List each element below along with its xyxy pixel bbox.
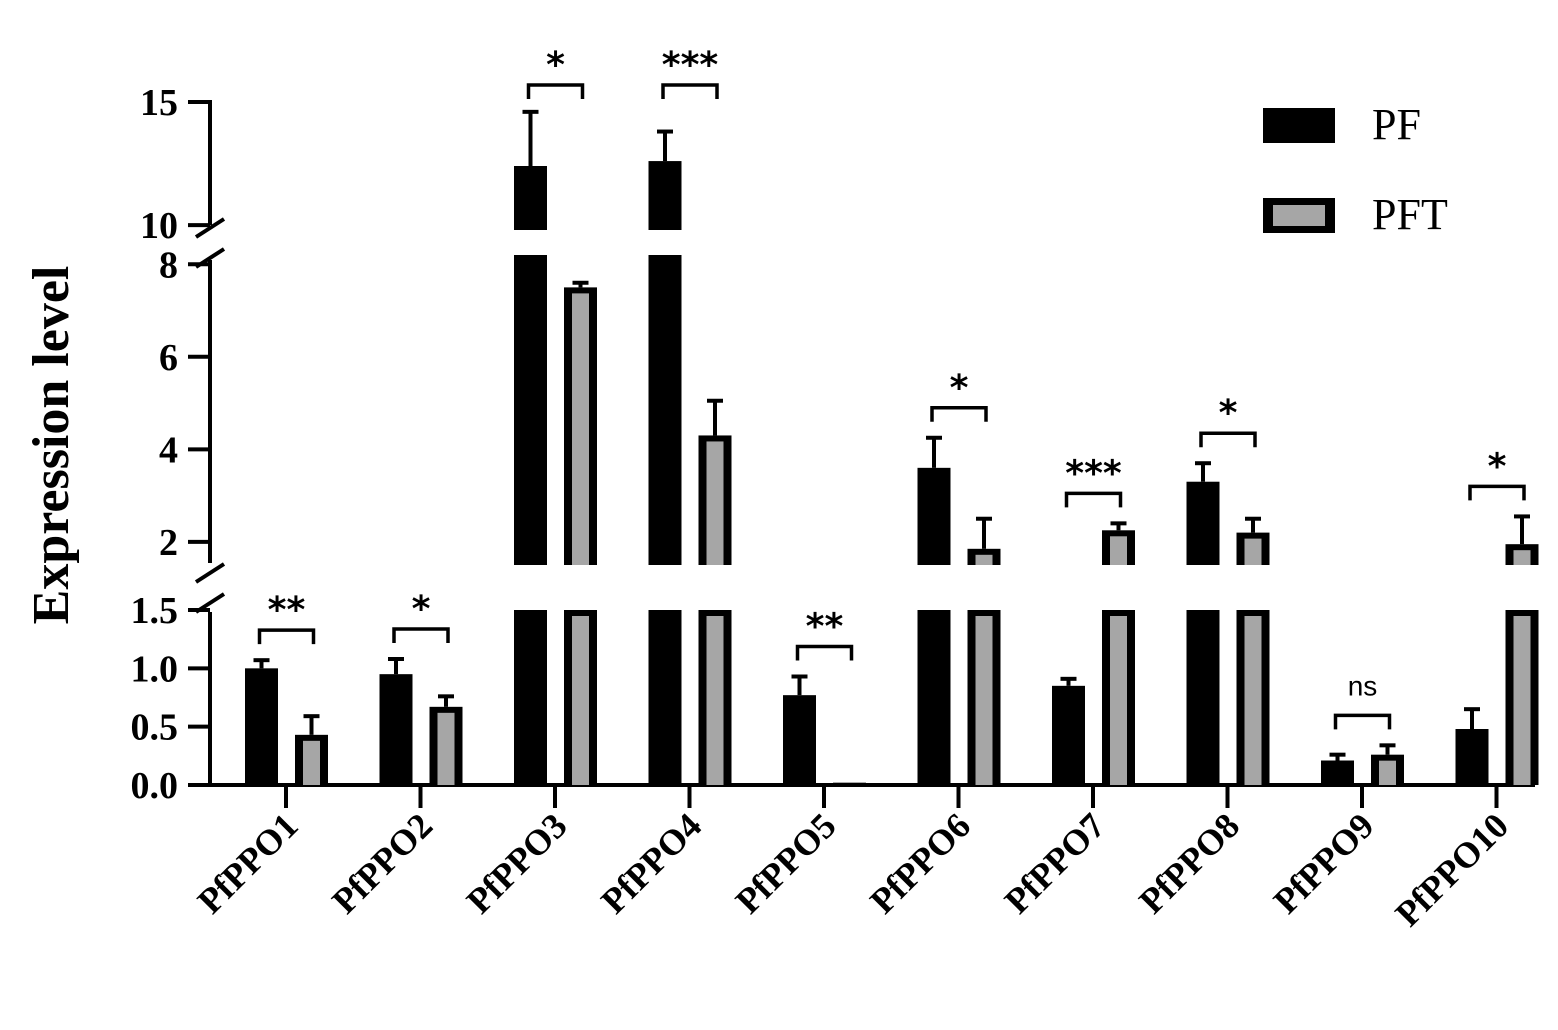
y-tick-label: 15 [140, 82, 178, 124]
bar-pf [1455, 729, 1489, 785]
legend-swatch-fill [1273, 205, 1325, 226]
category-label: PfPPO3 [459, 805, 575, 921]
bar-pf [514, 255, 547, 565]
y-tick-label: 6 [159, 337, 178, 379]
significance-label: * [412, 589, 431, 630]
y-tick-label: 0.0 [131, 765, 179, 807]
y-tick-label: 8 [159, 244, 178, 286]
bar-pft-fill [975, 554, 993, 565]
significance-bracket [1064, 491, 1123, 508]
bar-pf [1186, 481, 1220, 565]
bar-pft-fill [1379, 760, 1396, 785]
significance-bracket [1468, 484, 1526, 501]
bar-pft-fill [975, 616, 993, 785]
significance-label: * [1219, 393, 1238, 434]
significance-bracket [392, 627, 450, 643]
category-label: PfPPO1 [190, 805, 306, 921]
bar-pf [917, 610, 951, 785]
y-tick-label: 2 [159, 522, 178, 564]
significance-annotations: ** ** **********ns* [257, 45, 1526, 730]
bar-pf [1186, 610, 1220, 785]
bar-pf [648, 610, 682, 785]
error-bars [253, 109, 1530, 761]
bar-pft-fill [1513, 616, 1531, 785]
category-label: PfPPO5 [728, 805, 844, 921]
bar-pf [648, 255, 682, 565]
axis-break-mark-upper [194, 217, 226, 239]
bar-pft-fill [706, 616, 724, 785]
significance-label: * [546, 45, 565, 86]
bar-pft-fill [1110, 536, 1127, 565]
bar-pf [1321, 760, 1354, 785]
bar-pf [783, 695, 816, 785]
bar-pft-fill [1513, 550, 1531, 565]
bar-pft-fill [572, 616, 589, 785]
significance-label: * [1488, 446, 1507, 487]
significance-bracket [795, 644, 854, 661]
significance-bracket [661, 83, 719, 99]
significance-bracket [930, 406, 988, 422]
y-tick-label: 1.5 [131, 590, 179, 632]
bar-pf [917, 467, 951, 565]
significance-label: *** [1065, 453, 1122, 494]
bar-pft-fill [437, 712, 455, 785]
category-label: PfPPO6 [862, 805, 978, 921]
category-label: PfPPO8 [1131, 805, 1247, 921]
axis-break-mark-lower [194, 562, 226, 584]
significance-label: ** [806, 607, 844, 648]
bar-pft-fill [572, 293, 589, 565]
category-label: PfPPO9 [1266, 805, 1382, 921]
category-label: PfPPO2 [324, 805, 440, 921]
bar-pft-fill [303, 740, 320, 785]
significance-bracket [257, 628, 316, 645]
legend-label-pft: PFT [1372, 190, 1448, 239]
significance-bracket [1199, 431, 1257, 448]
axes: 0.0 0.5 1.0 1.5 2 4 6 810 15 [131, 82, 1535, 808]
significance-label: ** [268, 590, 306, 631]
significance-label: ns [1348, 670, 1378, 701]
legend: PF PFT [1263, 100, 1448, 239]
bar-pft-fill [1244, 616, 1262, 785]
bar-pf [648, 161, 682, 230]
significance-bracket [1333, 713, 1392, 730]
bars [245, 161, 1539, 785]
bar-pft-fill [706, 441, 724, 565]
bar-pft-fill [1110, 616, 1127, 785]
bar-pf [379, 674, 413, 785]
category-labels: PfPPO1 PfPPO2 PfPPO3 PfPPO4 PfPPO5 PfPPO6 PfPP… [190, 805, 1516, 934]
y-tick-label: 1.0 [131, 648, 179, 690]
bar-pf [514, 610, 547, 785]
y-axis-title: Expression level [23, 266, 80, 625]
bar-pft-fill [1244, 538, 1262, 565]
category-label: PfPPO4 [593, 805, 709, 921]
y-tick-label: 4 [159, 429, 178, 471]
legend-label-pf: PF [1372, 100, 1421, 149]
y-tick-label: 0.5 [131, 707, 179, 749]
significance-label: * [950, 368, 969, 409]
bar-pf [514, 166, 547, 230]
bar-pft [833, 782, 866, 785]
bar-pf [245, 668, 278, 785]
category-label: PfPPO7 [997, 805, 1113, 921]
y-tick-label: 10 [140, 205, 178, 247]
legend-swatch-pf [1263, 108, 1335, 143]
category-label: PfPPO10 [1387, 805, 1516, 934]
significance-bracket [526, 83, 585, 99]
bar-pf [1052, 685, 1085, 785]
significance-label: *** [662, 45, 719, 86]
